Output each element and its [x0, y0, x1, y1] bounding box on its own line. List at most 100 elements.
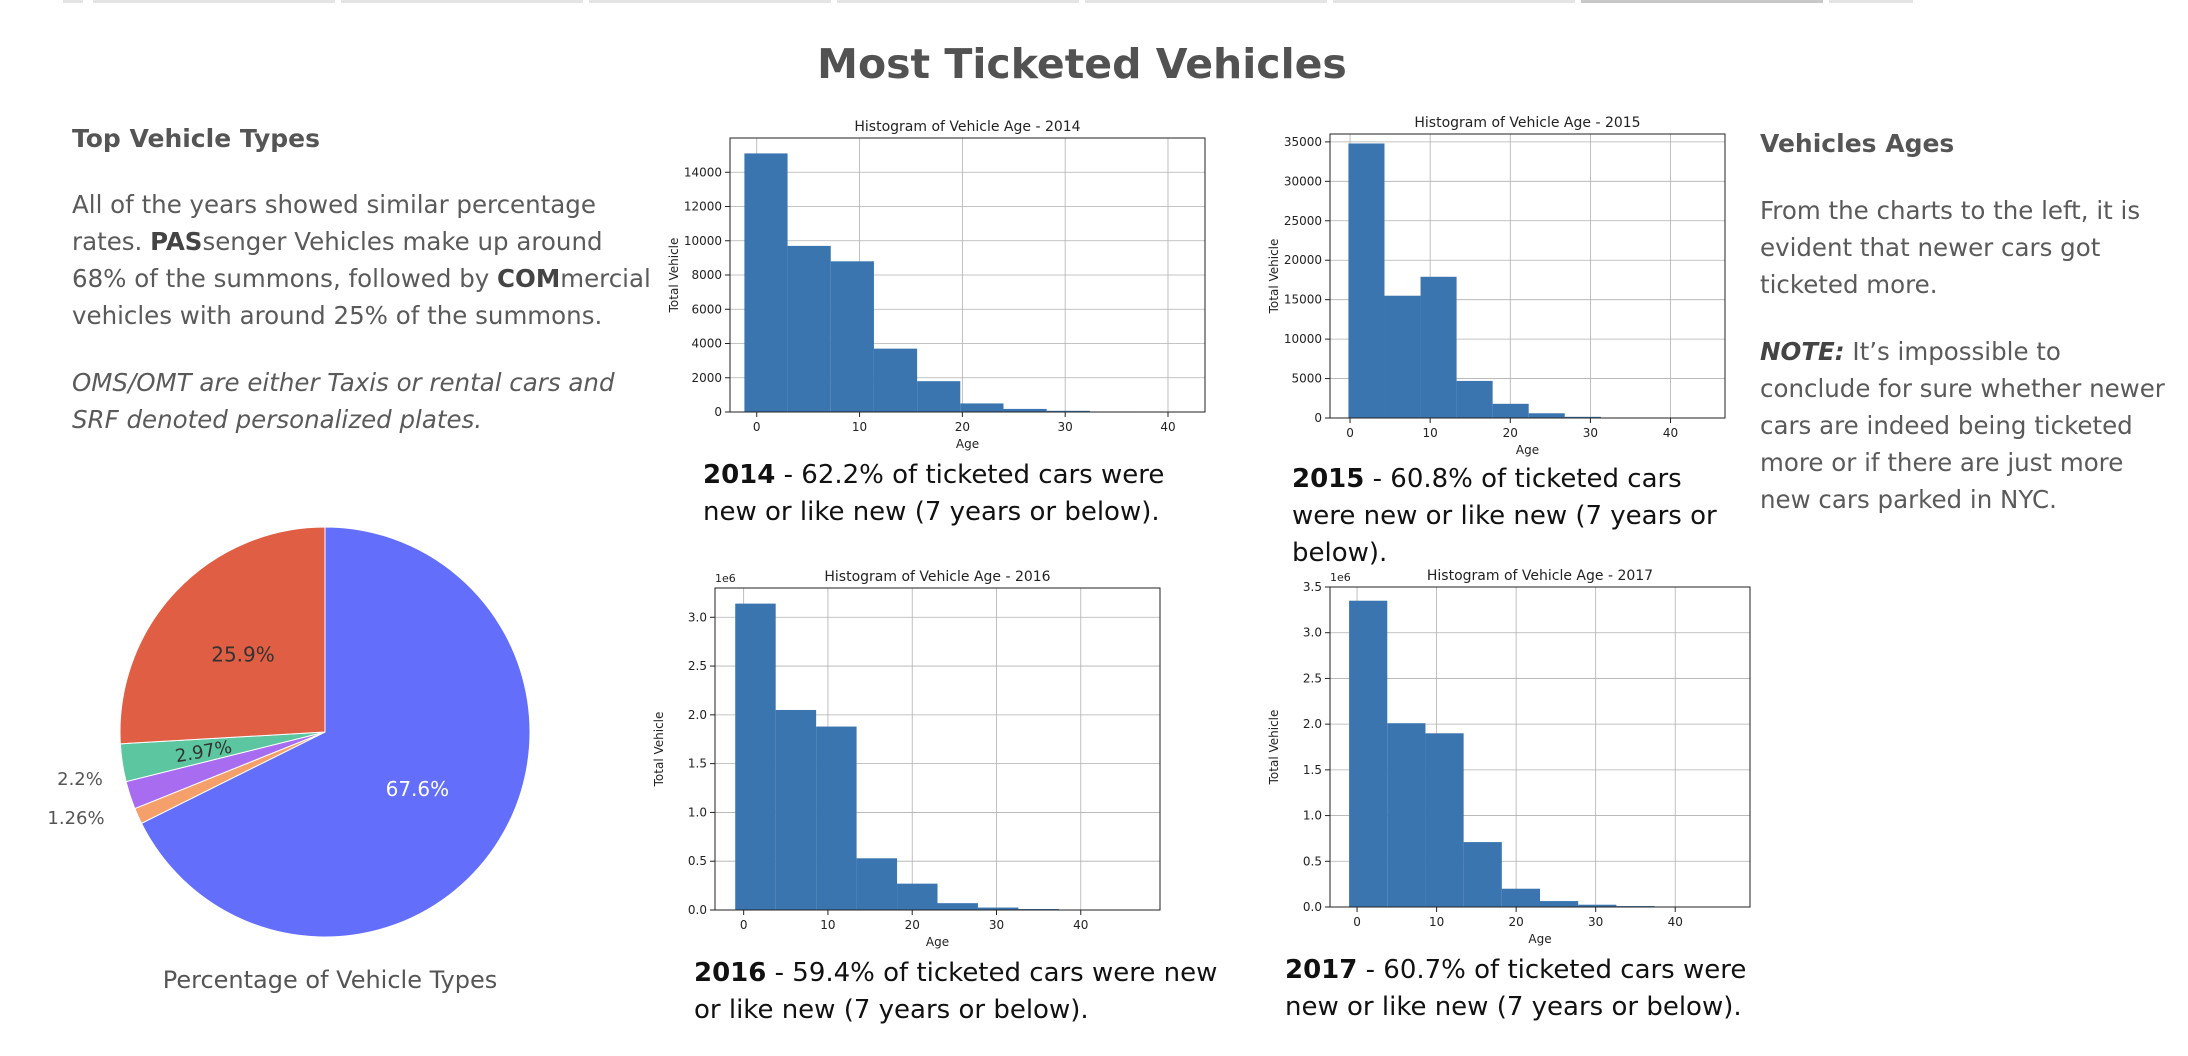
- vehicles-ages-note: NOTE: It’s impossible to conclude for su…: [1760, 333, 2170, 518]
- y-tick-label: 4000: [691, 337, 722, 351]
- tab-8-active[interactable]: [1581, 0, 1823, 3]
- x-tick-label: 0: [1346, 426, 1354, 440]
- x-axis-label: Age: [1528, 932, 1551, 946]
- histogram-bar: [787, 245, 831, 412]
- y-tick-label: 2.0: [1303, 717, 1322, 731]
- x-tick-label: 20: [1503, 426, 1518, 440]
- tab-9[interactable]: [1829, 0, 1913, 3]
- histogram-bar: [937, 903, 978, 910]
- x-tick-label: 10: [1423, 426, 1438, 440]
- histogram-bar: [1492, 403, 1529, 418]
- tab-7[interactable]: [1333, 0, 1575, 3]
- y-scale-label: 1e6: [1330, 571, 1351, 584]
- tab-6[interactable]: [1085, 0, 1327, 3]
- histogram-bar: [1387, 723, 1426, 907]
- histogram-bar: [816, 726, 857, 910]
- histogram-title: Histogram of Vehicle Age - 2014: [854, 119, 1080, 135]
- caption-text: - 60.8% of ticketed cars were new or lik…: [1292, 464, 1717, 568]
- histogram-bar: [1564, 416, 1601, 418]
- y-tick-label: 25000: [1284, 214, 1322, 228]
- x-tick-label: 30: [989, 918, 1004, 932]
- caption-year: 2015: [1292, 464, 1365, 494]
- tab-3[interactable]: [341, 0, 583, 3]
- x-tick-label: 10: [820, 918, 835, 932]
- y-axis-label: Total Vehicle: [667, 238, 681, 314]
- x-tick-label: 0: [740, 918, 748, 932]
- y-tick-label: 0: [714, 405, 722, 419]
- histogram-bar: [1384, 295, 1421, 418]
- caption-2017: 2017 - 60.7% of ticketed cars were new o…: [1285, 952, 1805, 1026]
- x-axis-label: Age: [956, 437, 979, 451]
- note-label: NOTE:: [1760, 337, 1845, 366]
- tab-1[interactable]: [63, 0, 83, 3]
- pie-slice-label: 1.26%: [47, 808, 104, 829]
- histogram-bar: [1463, 842, 1502, 907]
- plot-frame: [1329, 586, 1751, 908]
- y-tick-label: 3.0: [688, 610, 707, 624]
- x-tick-label: 40: [1668, 915, 1683, 929]
- y-tick-label: 3.0: [1303, 626, 1322, 640]
- histogram-bar: [977, 907, 1019, 910]
- y-tick-label: 20000: [1284, 253, 1322, 267]
- histogram-bar: [1578, 904, 1617, 907]
- histogram-bar: [1425, 733, 1464, 907]
- tab-5[interactable]: [837, 0, 1079, 3]
- y-tick-label: 6000: [691, 302, 722, 316]
- pie-slice: [119, 526, 326, 745]
- x-tick-label: 30: [1588, 915, 1603, 929]
- caption-text: - 62.2% of ticketed cars were new or lik…: [703, 460, 1165, 527]
- com-emphasis: COM: [497, 264, 561, 293]
- plot-frame: [1329, 133, 1726, 419]
- y-tick-label: 2.5: [688, 659, 707, 673]
- y-tick-label: 2.0: [688, 708, 707, 722]
- oms-note-text: OMS/OMT are either Taxis or rental cars …: [72, 364, 662, 438]
- x-tick-label: 20: [955, 420, 970, 434]
- x-tick-label: 40: [1663, 426, 1678, 440]
- y-tick-label: 1.0: [1303, 809, 1322, 823]
- oms-note-italic: OMS/OMT are either Taxis or rental cars …: [72, 368, 615, 434]
- y-axis-label: Total Vehicle: [1267, 239, 1281, 315]
- caption-2014: 2014 - 62.2% of ticketed cars were new o…: [703, 457, 1203, 531]
- y-tick-label: 1.0: [688, 805, 707, 819]
- y-tick-label: 35000: [1284, 135, 1322, 149]
- y-tick-label: 0.5: [1303, 854, 1322, 868]
- histogram-bar: [897, 883, 938, 910]
- caption-year: 2017: [1285, 955, 1358, 985]
- histogram-bar: [1046, 410, 1090, 412]
- y-tick-label: 0.5: [688, 854, 707, 868]
- pas-emphasis: PAS: [150, 227, 203, 256]
- text-part: senger Vehicles make up around 68% of th…: [72, 227, 603, 293]
- y-tick-label: 8000: [691, 268, 722, 282]
- histogram-bar: [1420, 276, 1457, 418]
- y-tick-label: 3.5: [1303, 580, 1322, 594]
- vehicles-ages-heading: Vehicles Ages: [1760, 129, 1955, 158]
- tab-4[interactable]: [589, 0, 831, 3]
- caption-year: 2014: [703, 460, 776, 490]
- x-tick-label: 30: [1583, 426, 1598, 440]
- y-tick-label: 0.0: [688, 903, 707, 917]
- pie-caption: Percentage of Vehicle Types: [162, 966, 498, 994]
- x-tick-label: 10: [1429, 915, 1444, 929]
- y-axis-label: Total Vehicle: [652, 712, 666, 788]
- histogram-bar: [873, 348, 918, 412]
- y-tick-label: 0: [1314, 411, 1322, 425]
- tab-2[interactable]: [93, 0, 335, 3]
- y-tick-label: 10000: [684, 234, 722, 248]
- histogram-bar: [830, 261, 874, 412]
- x-tick-label: 0: [1353, 915, 1361, 929]
- y-tick-label: 14000: [684, 165, 722, 179]
- histogram-bar: [1348, 143, 1385, 418]
- y-tick-label: 10000: [1284, 332, 1322, 346]
- vehicle-types-pie-chart: 67.6%1.26%2.2%2.97%25.9%: [47, 526, 531, 938]
- histogram-2016: 0 10 20 30 40 0.0 0.5 1.0 1.5 2.0 2.5 3.0 Histogram …: [652, 569, 1161, 949]
- plot-frame: [714, 587, 1161, 911]
- x-tick-label: 0: [753, 420, 761, 434]
- note-text: It’s impossible to conclude for sure whe…: [1760, 337, 2165, 514]
- pie-slice-label: 25.9%: [211, 643, 275, 667]
- y-tick-label: 0.0: [1303, 900, 1322, 914]
- text-part: mercial vehicles with around 25% of the …: [72, 264, 651, 330]
- pie-slice-label: 67.6%: [386, 777, 450, 801]
- x-tick-label: 20: [1508, 915, 1523, 929]
- y-tick-label: 30000: [1284, 174, 1322, 188]
- x-axis-label: Age: [926, 935, 949, 949]
